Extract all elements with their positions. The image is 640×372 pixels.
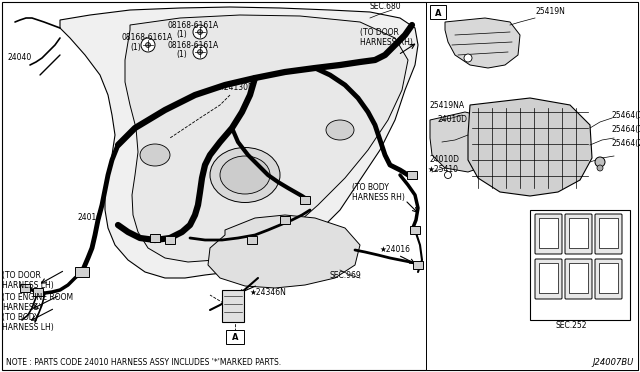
Ellipse shape bbox=[220, 156, 270, 194]
FancyBboxPatch shape bbox=[595, 214, 622, 254]
Circle shape bbox=[198, 29, 202, 35]
Circle shape bbox=[145, 42, 150, 48]
Text: 08168-6161A: 08168-6161A bbox=[168, 21, 220, 30]
Text: ★24016: ★24016 bbox=[380, 245, 411, 254]
Circle shape bbox=[198, 49, 202, 54]
Bar bbox=[75, 267, 89, 277]
Text: 25419N: 25419N bbox=[536, 7, 566, 16]
Ellipse shape bbox=[210, 148, 280, 202]
Bar bbox=[569, 263, 588, 293]
Text: HARNESS RH): HARNESS RH) bbox=[352, 193, 405, 202]
Text: A: A bbox=[232, 333, 238, 341]
Text: HARNESS): HARNESS) bbox=[2, 303, 42, 312]
Circle shape bbox=[597, 165, 603, 171]
Bar bbox=[530, 210, 630, 320]
Text: (1): (1) bbox=[176, 50, 187, 59]
Text: 25464(15A): 25464(15A) bbox=[612, 125, 640, 134]
Text: 24040: 24040 bbox=[8, 53, 32, 62]
Text: ★25410: ★25410 bbox=[428, 165, 459, 174]
Bar bbox=[300, 196, 310, 204]
Bar bbox=[430, 5, 446, 19]
Text: SEC.252: SEC.252 bbox=[555, 321, 586, 330]
Bar bbox=[410, 226, 420, 234]
Text: A: A bbox=[435, 9, 441, 17]
FancyBboxPatch shape bbox=[565, 214, 592, 254]
Circle shape bbox=[193, 25, 207, 39]
Text: 25464(20A): 25464(20A) bbox=[612, 139, 640, 148]
Text: 24010D: 24010D bbox=[438, 115, 468, 124]
Circle shape bbox=[141, 38, 155, 52]
Text: 24010D: 24010D bbox=[430, 155, 460, 164]
Text: 08168-6161A: 08168-6161A bbox=[122, 33, 173, 42]
Bar bbox=[426, 2, 638, 370]
Polygon shape bbox=[208, 215, 360, 288]
Text: NOTE : PARTS CODE 24010 HARNESS ASSY INCLUDES '*'MARKED PARTS.: NOTE : PARTS CODE 24010 HARNESS ASSY INC… bbox=[6, 358, 281, 367]
FancyBboxPatch shape bbox=[595, 259, 622, 299]
Text: HARNESS RH): HARNESS RH) bbox=[360, 38, 413, 47]
Bar bbox=[280, 216, 290, 224]
FancyBboxPatch shape bbox=[535, 259, 562, 299]
Circle shape bbox=[193, 45, 207, 59]
Bar bbox=[247, 236, 257, 244]
Text: 25464(10A): 25464(10A) bbox=[612, 111, 640, 120]
Bar bbox=[413, 261, 423, 269]
Ellipse shape bbox=[326, 120, 354, 140]
Polygon shape bbox=[125, 15, 408, 262]
Bar bbox=[150, 234, 160, 242]
Polygon shape bbox=[445, 18, 520, 68]
Text: HARNESS LH): HARNESS LH) bbox=[2, 281, 54, 290]
Ellipse shape bbox=[140, 144, 170, 166]
Text: HARNESS LH): HARNESS LH) bbox=[2, 323, 54, 332]
Bar bbox=[569, 218, 588, 248]
Bar bbox=[539, 263, 558, 293]
Polygon shape bbox=[468, 98, 592, 196]
Circle shape bbox=[445, 171, 451, 179]
Text: (1): (1) bbox=[130, 43, 141, 52]
Text: J24007BU: J24007BU bbox=[593, 358, 634, 367]
Circle shape bbox=[464, 54, 472, 62]
Text: 25419NA: 25419NA bbox=[430, 101, 465, 110]
Bar bbox=[599, 218, 618, 248]
Bar bbox=[33, 288, 43, 296]
Polygon shape bbox=[430, 112, 492, 172]
Bar bbox=[226, 330, 244, 344]
Text: (TO DOOR: (TO DOOR bbox=[2, 271, 41, 280]
Bar bbox=[20, 284, 30, 292]
Text: SEC.680: SEC.680 bbox=[370, 2, 402, 11]
Text: ★24346N: ★24346N bbox=[250, 288, 287, 297]
Text: 08168-6161A: 08168-6161A bbox=[168, 41, 220, 50]
Text: (TO DOOR: (TO DOOR bbox=[360, 28, 399, 37]
Text: ★24130D: ★24130D bbox=[218, 83, 255, 92]
Bar bbox=[539, 218, 558, 248]
FancyBboxPatch shape bbox=[565, 259, 592, 299]
Text: SEC.969: SEC.969 bbox=[330, 271, 362, 280]
Polygon shape bbox=[60, 7, 418, 278]
FancyBboxPatch shape bbox=[535, 214, 562, 254]
Circle shape bbox=[595, 157, 605, 167]
Text: (TO ENGINE ROOM: (TO ENGINE ROOM bbox=[2, 293, 73, 302]
Bar bbox=[599, 263, 618, 293]
Text: 24010: 24010 bbox=[78, 213, 102, 222]
Text: (TO BODY: (TO BODY bbox=[352, 183, 389, 192]
Bar bbox=[222, 290, 244, 322]
Text: (1): (1) bbox=[176, 30, 187, 39]
Bar bbox=[407, 171, 417, 179]
Bar bbox=[165, 236, 175, 244]
Text: (TO BODY: (TO BODY bbox=[2, 313, 39, 322]
